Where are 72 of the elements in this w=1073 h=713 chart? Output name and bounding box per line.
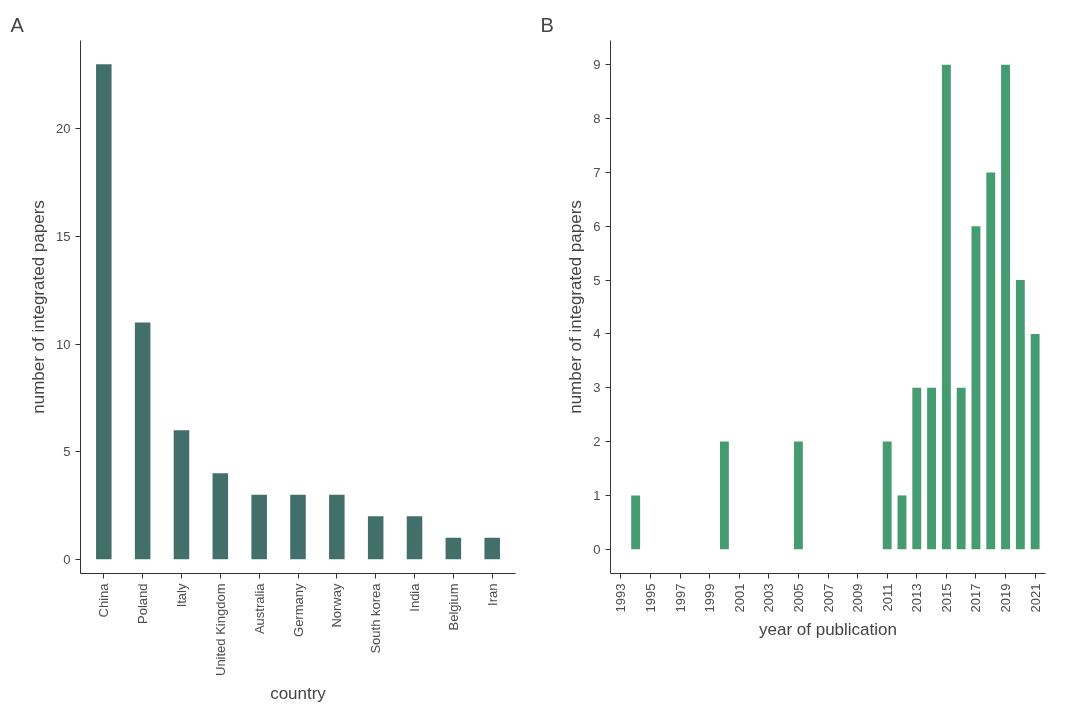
x-tick-label: Belgium: [445, 583, 461, 631]
y-tick-label: 1: [593, 487, 601, 503]
bar: [329, 494, 345, 560]
x-tick-label: 2013: [909, 583, 925, 613]
x-tick-label: 2003: [761, 583, 777, 613]
y-axis-title: number of integrated papers: [29, 200, 49, 414]
bar: [719, 441, 729, 550]
bar: [986, 172, 996, 550]
bar: [484, 537, 500, 560]
y-tick-label: 3: [593, 380, 601, 396]
bar: [1030, 333, 1040, 550]
bar: [1001, 64, 1010, 550]
x-tick-label: Italy: [173, 583, 189, 608]
x-tick-label: China: [96, 582, 112, 618]
text: B: [540, 13, 554, 36]
bar: [212, 473, 229, 560]
y-tick-label: 9: [593, 57, 601, 73]
y-tick-label: 4: [593, 326, 601, 342]
text: A: [10, 13, 25, 36]
y-tick-label: 0: [63, 551, 71, 567]
x-tick-label: 2005: [790, 583, 806, 613]
y-tick-label: 7: [593, 164, 601, 180]
x-tick-label: 2009: [850, 583, 866, 613]
bar: [134, 322, 151, 560]
y-tick-label: 6: [593, 218, 601, 234]
x-tick-label: Poland: [135, 583, 151, 624]
x-tick-label: South korea: [368, 582, 384, 654]
x-tick-label: 2001: [731, 583, 747, 613]
bar: [96, 64, 112, 560]
y-tick-label: 0: [593, 541, 601, 557]
y-tick-label: 5: [593, 272, 601, 288]
x-tick-label: 2015: [938, 583, 954, 613]
bar: [793, 441, 803, 550]
y-tick-label: 10: [56, 336, 71, 352]
bar: [367, 516, 384, 560]
x-tick-label: United Kingdom: [212, 583, 228, 676]
x-tick-label: 1993: [613, 583, 629, 613]
y-tick-label: 8: [593, 111, 601, 127]
bar: [912, 387, 922, 550]
x-tick-label: 1997: [672, 583, 688, 613]
x-tick-label: Australia: [251, 582, 267, 635]
x-tick-label: 2017: [968, 583, 984, 613]
bar: [173, 430, 190, 560]
x-axis-title: year of publication: [759, 620, 897, 640]
y-tick-label: 5: [63, 444, 71, 460]
x-tick-label: 1999: [702, 583, 718, 613]
bar: [956, 387, 966, 550]
x-tick-label: Norway: [329, 583, 345, 628]
bar: [927, 387, 937, 550]
x-tick-label: 2021: [1027, 583, 1043, 613]
y-tick-label: 15: [56, 228, 71, 244]
bar: [1015, 280, 1025, 550]
x-tick-label: 2011: [879, 583, 895, 612]
bar: [406, 516, 423, 560]
bar: [251, 494, 267, 560]
x-tick-label: Iran: [484, 583, 500, 606]
x-tick-label: 1995: [642, 583, 658, 613]
bar: [445, 537, 462, 560]
x-axis-title: country: [270, 684, 327, 703]
bar: [971, 226, 981, 550]
y-axis-title: number of integrated papers: [566, 200, 586, 414]
x-tick-label: 2019: [998, 583, 1014, 613]
x-tick-label: India: [407, 582, 423, 612]
bar: [941, 64, 951, 550]
y-tick-label: 2: [593, 434, 601, 450]
x-tick-label: Germany: [290, 583, 306, 637]
bar: [882, 441, 892, 550]
bar: [290, 494, 306, 560]
bar: [631, 495, 641, 550]
bar: [897, 495, 907, 550]
x-tick-label: 2007: [820, 583, 836, 613]
y-tick-label: 20: [56, 121, 71, 137]
